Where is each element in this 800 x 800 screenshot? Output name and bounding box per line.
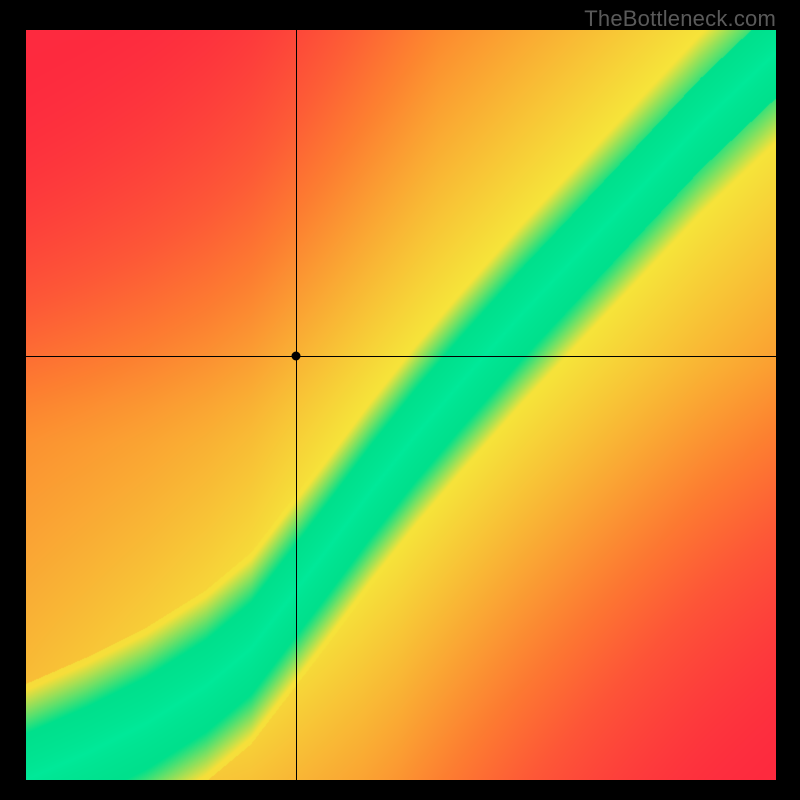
heatmap-plot — [26, 30, 776, 780]
crosshair-vertical — [296, 30, 297, 780]
crosshair-horizontal — [26, 356, 776, 357]
chart-container: TheBottleneck.com — [0, 0, 800, 800]
heatmap-canvas — [26, 30, 776, 780]
watermark-text: TheBottleneck.com — [584, 6, 776, 32]
marker-dot — [292, 352, 301, 361]
